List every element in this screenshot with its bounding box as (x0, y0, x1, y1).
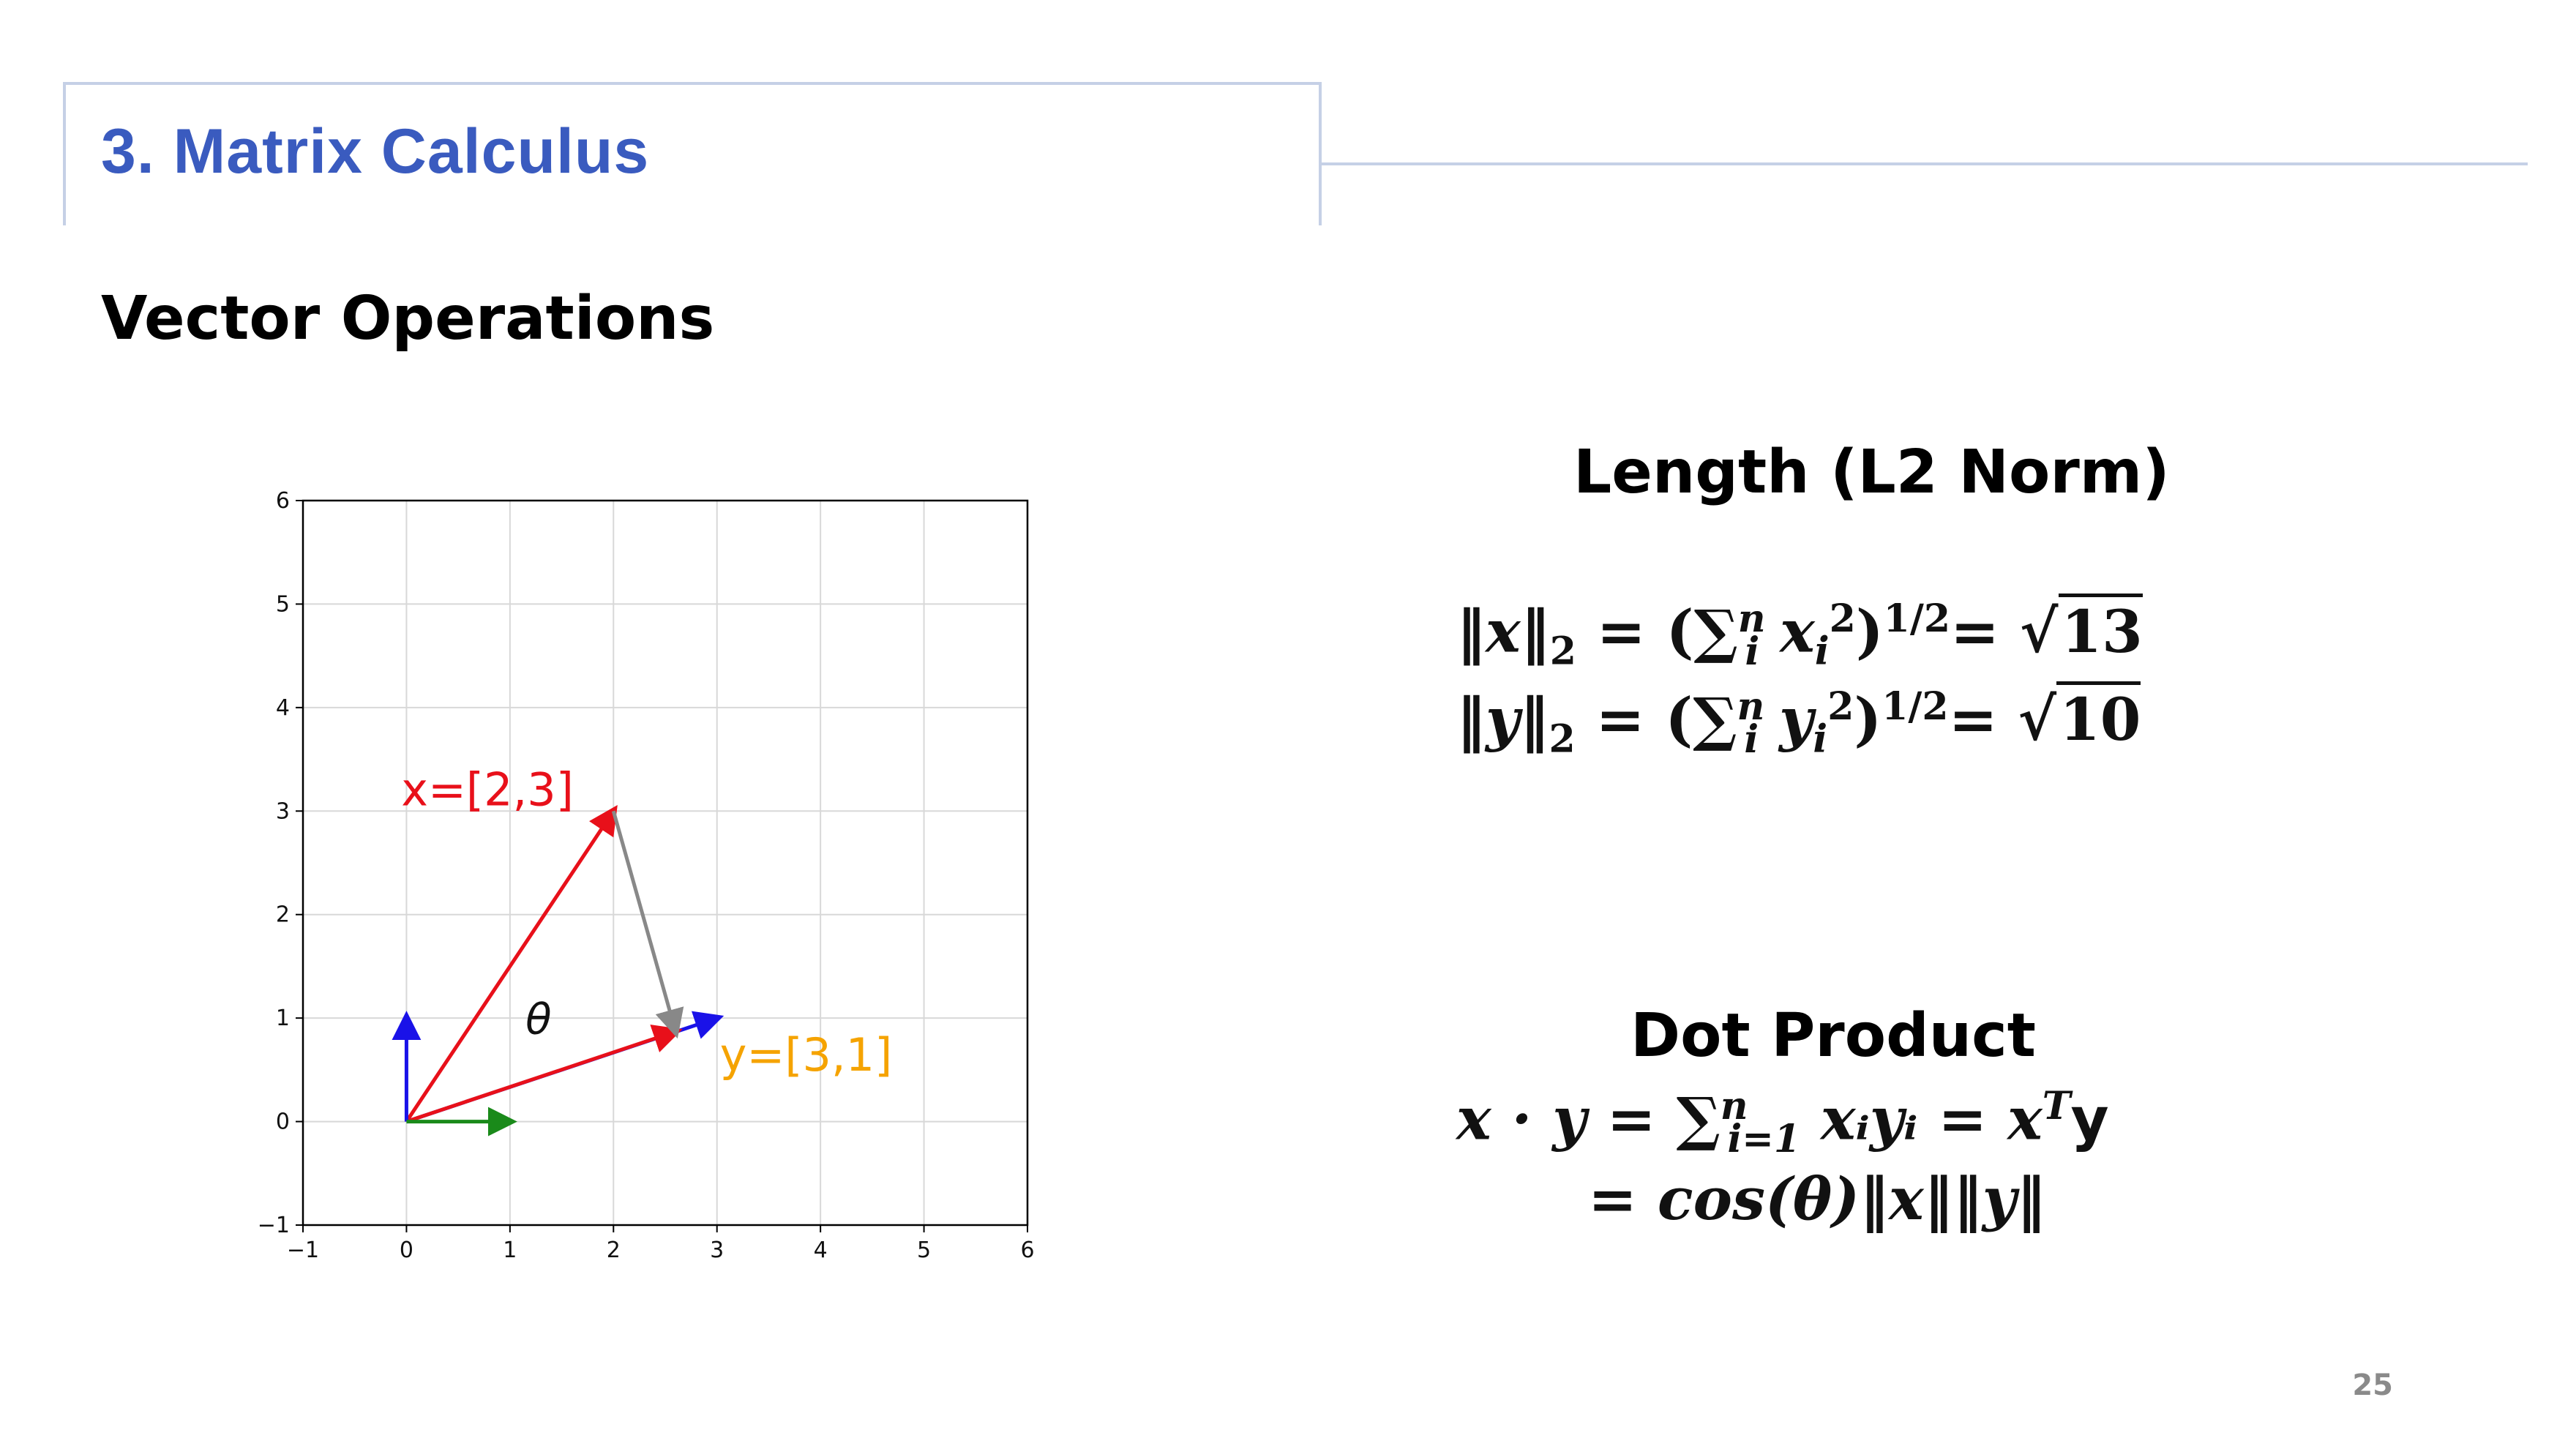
x-norm-lhs: ‖x‖ (1456, 596, 1550, 666)
dot-sum-upper: n (1720, 1084, 1748, 1128)
dot-lhs: x · y (1456, 1084, 1587, 1153)
vector-y-label: y=[3,1] (720, 1028, 893, 1082)
y-var-idx: i (1813, 716, 1828, 762)
chart-labels: x=[2,3] y=[3,1] θ (401, 763, 892, 1082)
y-norm-lhs: ‖y‖ (1456, 684, 1549, 754)
x-norm-formula: ‖x‖2 = (∑ni xi2)1/2= √13 (1456, 593, 2143, 674)
page-number: 25 (2352, 1368, 2393, 1402)
dot-product-title: Dot Product (1630, 1001, 2036, 1071)
x-tick-label: −1 (287, 1238, 319, 1263)
y-tick-label: 3 (276, 798, 290, 824)
section-title: 3. Matrix Calculus (101, 116, 650, 187)
chart-ticks: −1 0 1 2 3 4 5 6 −1 0 1 2 3 4 5 6 (258, 488, 1035, 1263)
title-rule (1319, 162, 2528, 165)
y-tick-label: 5 (276, 591, 290, 617)
dot-formula-line2: = cos(θ)‖x‖‖y‖ (1588, 1169, 2045, 1228)
x-tick-label: 5 (917, 1238, 931, 1263)
y-tick-label: 6 (276, 488, 290, 514)
x-tick-label: 2 (607, 1238, 621, 1263)
l2-norm-title: Length (L2 Norm) (1573, 438, 2170, 507)
dot-rhs-T: T (2042, 1084, 2071, 1128)
vector-chart: −1 0 1 2 3 4 5 6 −1 0 1 2 3 4 5 6 x=[2,3] y=[3,1] θ (242, 483, 1061, 1288)
y-tick-label: 1 (276, 1006, 290, 1031)
y-power-outer: 1/2 (1882, 684, 1949, 729)
y-norm-result: 10 (2056, 681, 2141, 754)
x-tick-label: 0 (400, 1238, 413, 1263)
chart-vectors (392, 804, 724, 1137)
vector-x-label: x=[2,3] (401, 763, 574, 816)
y-tick-label: 0 (276, 1109, 290, 1135)
title-frame (63, 82, 1322, 225)
dot-formula-line1: x · y = ∑ni=1 xᵢyᵢ = xTy (1456, 1084, 2109, 1161)
x-tick-label: 4 (814, 1238, 828, 1263)
x-tick-label: 1 (503, 1238, 517, 1263)
x-sum-var: x (1780, 596, 1815, 666)
y-tick-label: 4 (276, 695, 290, 721)
dot-term: xᵢyᵢ (1820, 1084, 1918, 1153)
x-tick-label: 6 (1020, 1238, 1034, 1263)
y-power-inner: 2 (1827, 684, 1854, 729)
dot-sum-lower: i=1 (1727, 1116, 1801, 1161)
chart-frame (302, 499, 1029, 1227)
x-tick-label: 3 (710, 1238, 724, 1263)
x-sum-idx: i (1745, 629, 1760, 674)
x-power-inner: 2 (1829, 596, 1856, 641)
vector-chart-svg: −1 0 1 2 3 4 5 6 −1 0 1 2 3 4 5 6 x=[2,3] y=[3,1] θ (258, 488, 1035, 1263)
y-norm-formula: ‖y‖2 = (∑ni yi2)1/2= √10 (1456, 681, 2141, 762)
dot-rhs-y: y (2070, 1085, 2109, 1153)
y-tick-label: 2 (276, 902, 290, 928)
vector-projection (611, 810, 684, 1039)
x-var-idx: i (1814, 629, 1830, 674)
y-norm-sub: 2 (1549, 716, 1576, 762)
y-sum-var: y (1778, 684, 1813, 754)
y-sum-idx: i (1744, 716, 1759, 762)
x-norm-result: 13 (2058, 593, 2143, 666)
y-tick-label: −1 (258, 1213, 290, 1238)
vector-y-scaled (405, 1025, 683, 1123)
dot-rhs-x: x (2007, 1084, 2043, 1153)
vector-x (405, 804, 618, 1123)
dot-line2: = cos(θ)‖x‖‖y‖ (1588, 1164, 2046, 1233)
x-norm-sub: 2 (1549, 629, 1576, 674)
x-power-outer: 1/2 (1883, 596, 1951, 641)
theta-label: θ (525, 994, 552, 1044)
slide-heading: Vector Operations (101, 284, 715, 353)
